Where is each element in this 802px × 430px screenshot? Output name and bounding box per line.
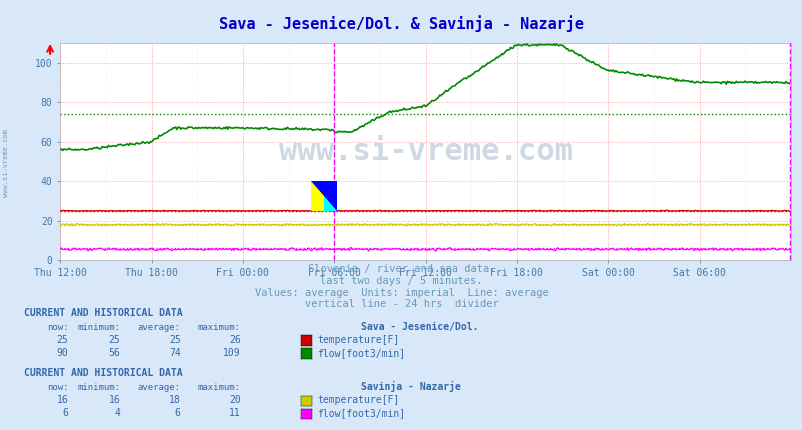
Text: Savinja - Nazarje: Savinja - Nazarje [361,381,460,393]
Text: flow[foot3/min]: flow[foot3/min] [317,348,405,358]
Text: 25: 25 [108,335,120,345]
Polygon shape [311,181,336,211]
Text: www.si-vreme.com: www.si-vreme.com [278,137,572,166]
Text: minimum:: minimum: [77,384,120,393]
Text: maximum:: maximum: [197,323,241,332]
Text: CURRENT AND HISTORICAL DATA: CURRENT AND HISTORICAL DATA [24,308,183,318]
Text: temperature[F]: temperature[F] [317,335,399,345]
Text: CURRENT AND HISTORICAL DATA: CURRENT AND HISTORICAL DATA [24,368,183,378]
Text: 6: 6 [175,408,180,418]
Text: Values: average  Units: imperial  Line: average: Values: average Units: imperial Line: av… [254,288,548,298]
Text: 109: 109 [223,348,241,358]
Text: 20: 20 [229,395,241,405]
Text: 6: 6 [63,408,68,418]
Text: Sava - Jesenice/Dol. & Savinja - Nazarje: Sava - Jesenice/Dol. & Savinja - Nazarje [219,15,583,32]
Text: temperature[F]: temperature[F] [317,395,399,405]
Bar [324,181,336,211]
Text: www.si-vreme.com: www.si-vreme.com [3,129,9,197]
Text: flow[foot3/min]: flow[foot3/min] [317,408,405,418]
Text: 25: 25 [56,335,68,345]
Bar [311,181,324,211]
Text: now:: now: [47,384,68,393]
Text: now:: now: [47,323,68,332]
Text: 74: 74 [168,348,180,358]
Text: 4: 4 [115,408,120,418]
Text: Slovenia / river and sea data.: Slovenia / river and sea data. [307,264,495,274]
Text: last two days / 5 minutes.: last two days / 5 minutes. [320,276,482,286]
Text: 16: 16 [56,395,68,405]
Text: average:: average: [137,323,180,332]
Text: 26: 26 [229,335,241,345]
Text: 56: 56 [108,348,120,358]
Text: Sava - Jesenice/Dol.: Sava - Jesenice/Dol. [361,322,478,332]
Text: maximum:: maximum: [197,384,241,393]
Text: average:: average: [137,384,180,393]
Text: 11: 11 [229,408,241,418]
Text: 25: 25 [168,335,180,345]
Text: 18: 18 [168,395,180,405]
Text: 16: 16 [108,395,120,405]
Text: 90: 90 [56,348,68,358]
Text: vertical line - 24 hrs  divider: vertical line - 24 hrs divider [304,299,498,309]
Text: minimum:: minimum: [77,323,120,332]
